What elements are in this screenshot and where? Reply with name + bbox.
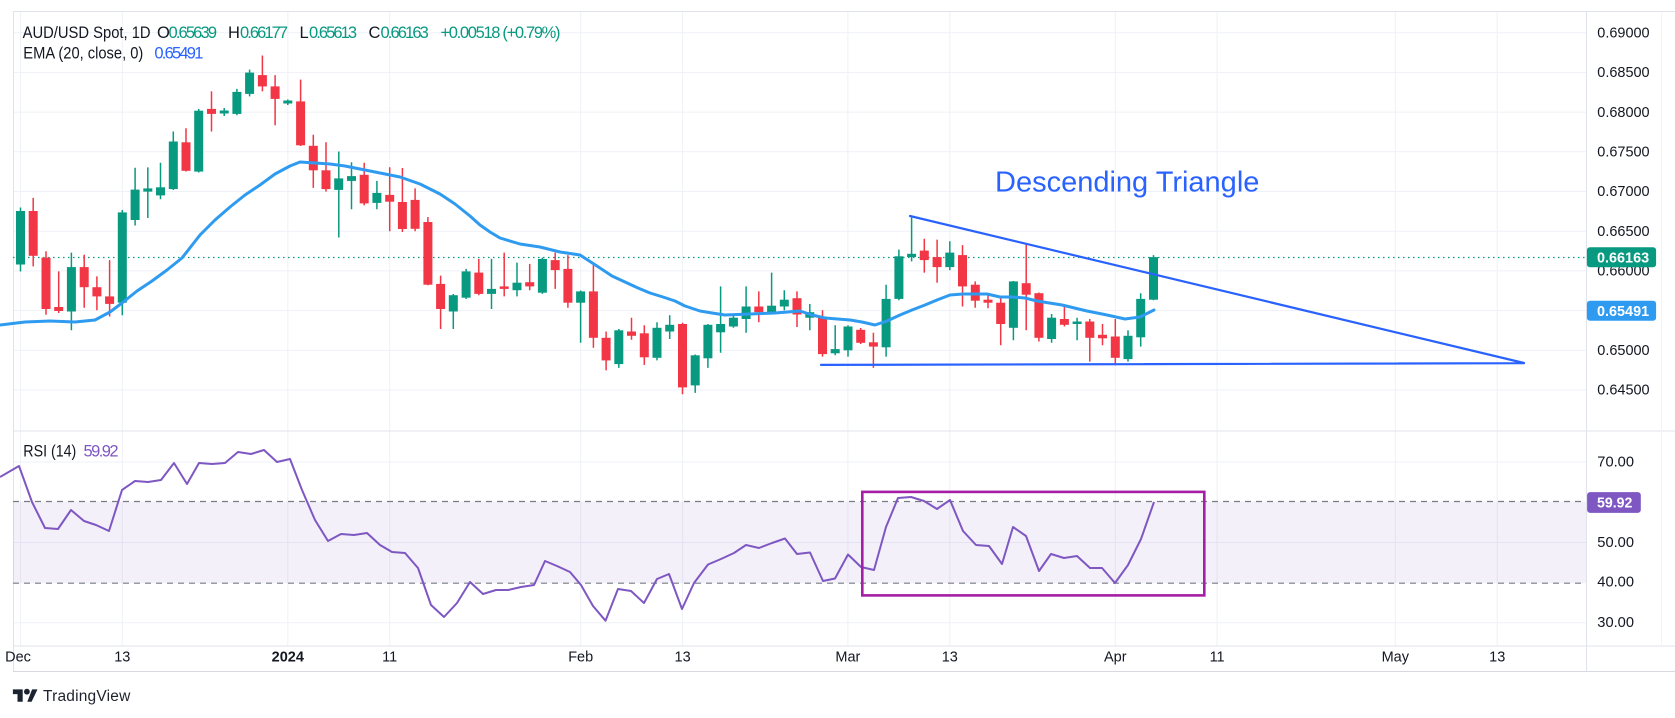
svg-text:Feb: Feb (568, 650, 593, 666)
svg-text:59.92: 59.92 (1597, 496, 1632, 512)
svg-text:0.64500: 0.64500 (1597, 381, 1649, 398)
svg-text:13: 13 (942, 650, 958, 666)
svg-text:11: 11 (1210, 650, 1225, 666)
svg-text:EMA (20, close, 0)0.65491: EMA (20, close, 0) 0.65491 (23, 45, 203, 63)
svg-text:RSI (14)59.92: RSI (14) 59.92 (23, 443, 118, 461)
svg-text:TradingView: TradingView (43, 688, 131, 705)
svg-text:11: 11 (382, 650, 397, 666)
svg-text:0.65000: 0.65000 (1597, 342, 1649, 359)
svg-text:40.00: 40.00 (1597, 574, 1634, 591)
svg-text:13: 13 (675, 650, 691, 666)
svg-text:0.65491: 0.65491 (1597, 304, 1649, 320)
svg-text:2024: 2024 (272, 650, 304, 666)
svg-text:13: 13 (1489, 650, 1505, 666)
svg-text:0.69000: 0.69000 (1597, 24, 1649, 41)
svg-text:0.68500: 0.68500 (1597, 64, 1649, 81)
svg-text:13: 13 (114, 650, 130, 666)
svg-text:0.67500: 0.67500 (1597, 143, 1649, 160)
svg-text:70.00: 70.00 (1597, 453, 1634, 470)
svg-text:50.00: 50.00 (1597, 534, 1634, 551)
svg-text:30.00: 30.00 (1597, 614, 1634, 631)
svg-text:Mar: Mar (835, 650, 860, 666)
svg-text:0.66163: 0.66163 (1597, 250, 1649, 266)
svg-text:Descending Triangle: Descending Triangle (995, 167, 1259, 199)
svg-text:0.67000: 0.67000 (1597, 183, 1649, 200)
svg-text:Dec: Dec (5, 650, 31, 666)
svg-text:May: May (1382, 650, 1410, 666)
svg-text:0.66500: 0.66500 (1597, 223, 1649, 240)
svg-text:0.68000: 0.68000 (1597, 104, 1649, 121)
svg-text:Apr: Apr (1104, 650, 1127, 666)
